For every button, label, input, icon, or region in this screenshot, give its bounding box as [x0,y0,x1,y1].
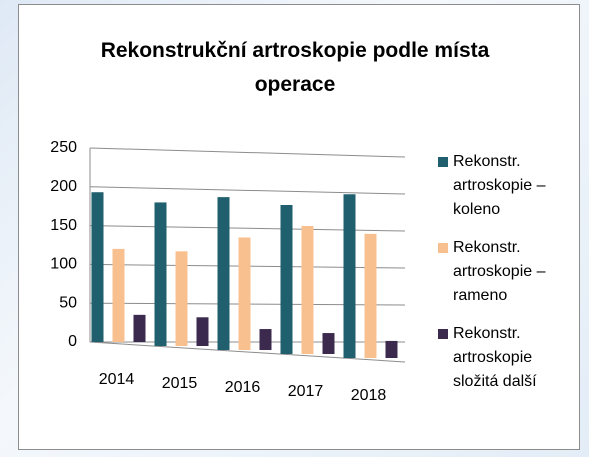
bar [217,197,230,350]
y-tick-label: 100 [50,256,77,273]
chart-title: Rekonstrukční artroskopie podle místa op… [100,39,490,96]
bar-group [133,314,146,342]
y-tick-label: 250 [50,139,77,156]
bar-group [259,329,272,350]
chart-frame [18,4,580,450]
legend-item: Rekonstr. artroskopie – koleno [438,150,573,222]
grid-line [89,186,406,195]
x-tick-label: 2014 [99,371,135,388]
bar-group [91,192,104,342]
x-tick-label: 2015 [162,375,198,392]
y-tick-label: 0 [68,333,77,350]
y-tick-label: 200 [50,178,77,195]
bar-group [154,202,167,346]
bar-group [364,233,377,358]
legend-item: Rekonstr. artroskopie složitá další [438,322,573,394]
bar [154,202,167,346]
bar [91,192,104,342]
legend-swatch [438,329,448,339]
legend: Rekonstr. artroskopie – koleno Rekonstr. … [438,150,573,408]
x-tick-label: 2017 [288,383,324,400]
y-tick-label: 50 [59,294,77,311]
legend-swatch [438,243,448,253]
bar [385,340,398,358]
bar [259,329,272,350]
x-axis [89,341,406,363]
legend-item: Rekonstr. artroskopie – rameno [438,236,573,308]
x-tick-label: 2016 [225,379,261,396]
legend-label: Rekonstr. artroskopie – rameno [453,239,546,304]
bar-group [217,197,230,350]
bar-group [175,251,188,346]
bar [238,237,251,350]
bar-group [322,333,335,354]
bar [280,205,293,354]
bar-group [301,225,314,354]
grid-line [89,147,406,158]
bar [175,251,188,346]
bar-group [385,340,398,358]
bar [301,225,314,354]
legend-label: Rekonstr. artroskopie složitá další [453,325,537,390]
bar-group [196,317,209,346]
bar [133,314,146,342]
legend-label: Rekonstr. artroskopie – koleno [453,153,546,218]
bar [322,333,335,354]
x-tick-label: 2018 [351,387,387,404]
bar-group [238,237,251,350]
bar [364,233,377,358]
bar-group [112,248,125,342]
bar-group [343,194,356,358]
bar-group [280,205,293,354]
legend-swatch [438,157,448,167]
bar [343,194,356,358]
grid-line [89,225,406,232]
bar [112,248,125,342]
bar [196,317,209,346]
y-tick-label: 150 [50,217,77,234]
